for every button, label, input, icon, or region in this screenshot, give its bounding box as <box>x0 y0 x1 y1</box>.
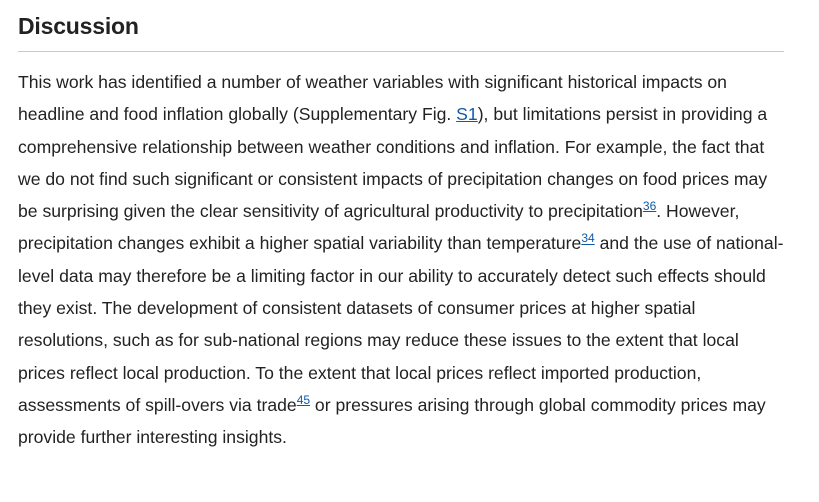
reference-36-link[interactable]: 36 <box>642 199 657 214</box>
paragraph-text-5: or pressures arising through global comm… <box>18 394 766 448</box>
reference-34-link[interactable]: 34 <box>581 231 595 246</box>
discussion-section: Discussion This work has identified a nu… <box>18 0 784 454</box>
paragraph-text-2: ), but limitations persist in providing … <box>18 104 768 222</box>
reference-superscript: 45 <box>297 393 310 407</box>
paragraph-text-1: This work has identified a number of wea… <box>18 72 727 125</box>
reference-superscript: 34 <box>581 232 594 246</box>
paragraph-text-3: . However, precipitation changes exhibit… <box>18 201 740 254</box>
reference-superscript: 36 <box>643 199 656 213</box>
supplementary-fig-s1-link[interactable]: S1 <box>456 104 478 125</box>
discussion-paragraph: This work has identified a number of wea… <box>18 66 788 454</box>
paragraph-text-4: and the use of national-level data may t… <box>18 233 784 415</box>
reference-45-link[interactable]: 45 <box>296 393 311 408</box>
section-heading: Discussion <box>18 0 784 52</box>
